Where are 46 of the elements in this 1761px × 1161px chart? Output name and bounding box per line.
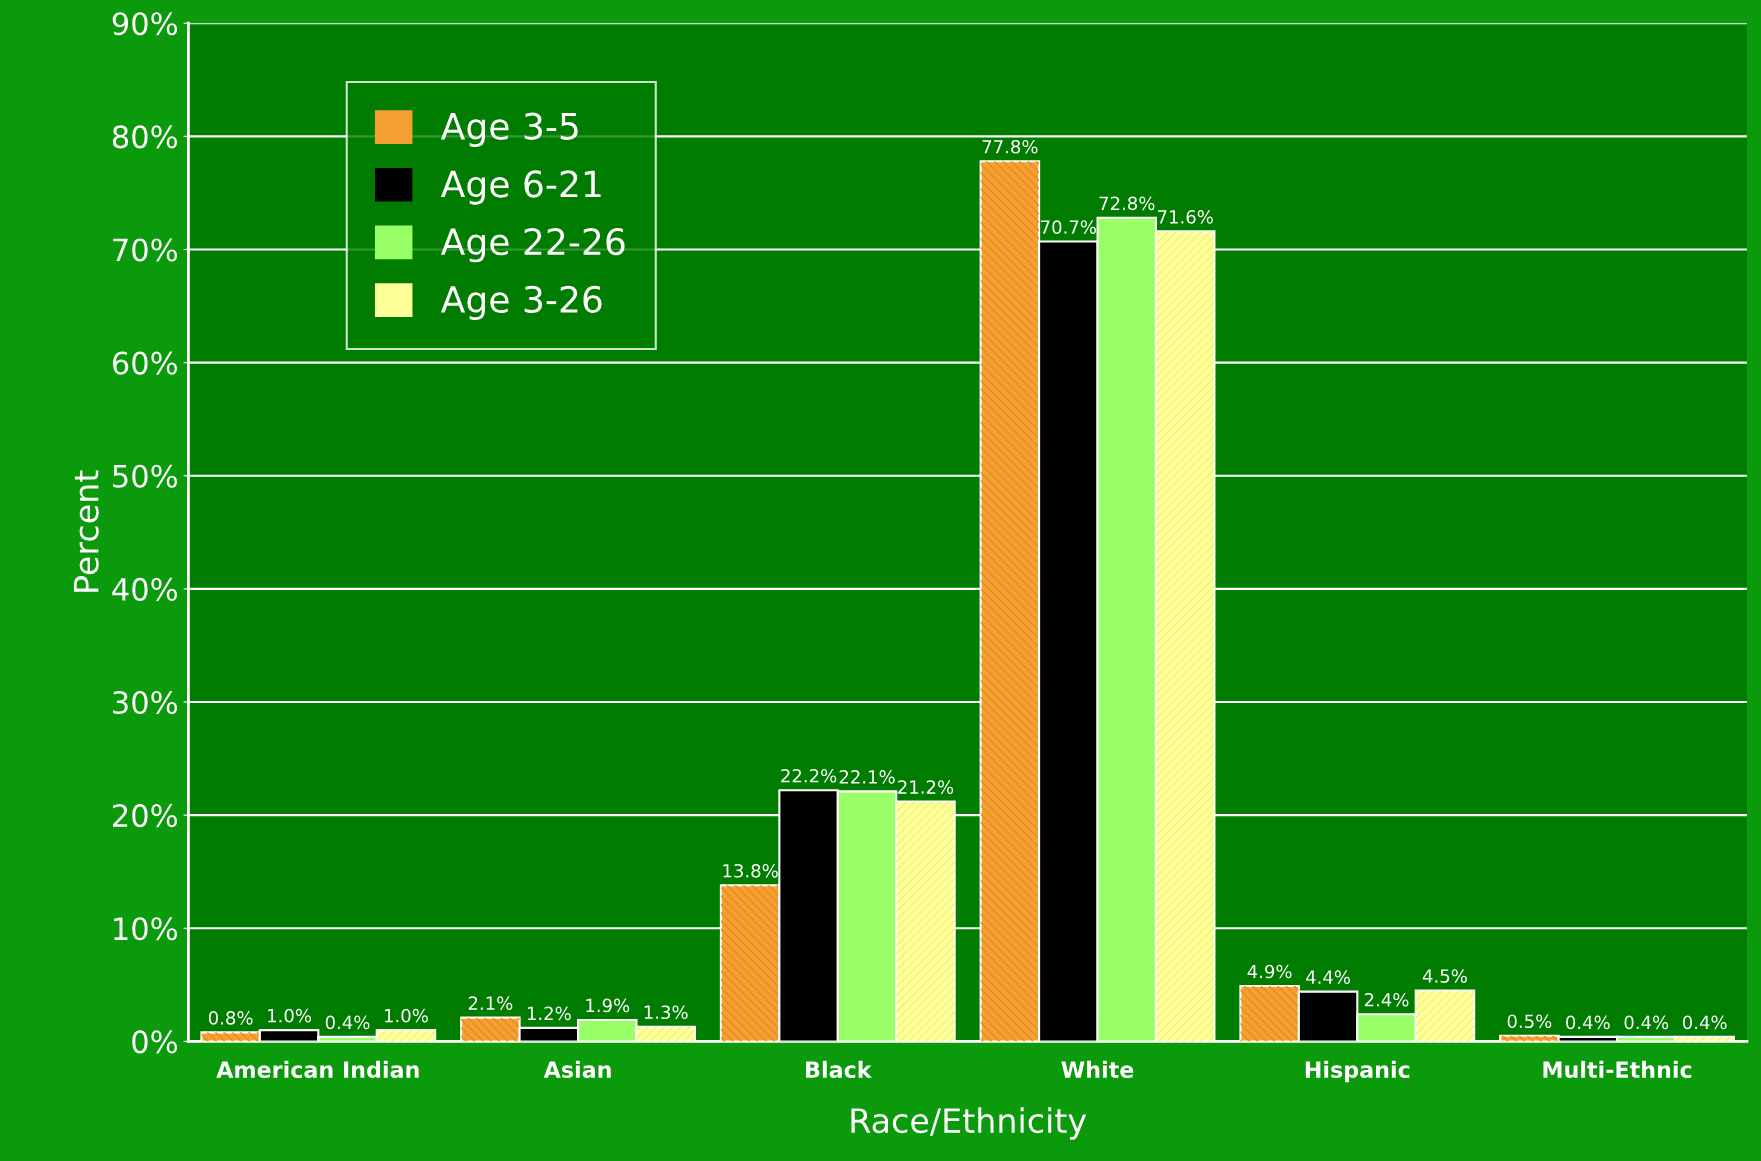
y-tick-label: 90% bbox=[112, 12, 178, 36]
legend-label: Age 6-21 bbox=[440, 170, 601, 205]
y-tick-label: 40% bbox=[112, 577, 178, 601]
data-label: 22.2% bbox=[781, 768, 837, 783]
x-tick-label: Multi-Ethnic bbox=[1543, 1060, 1692, 1079]
legend-label: Age 3-26 bbox=[440, 285, 602, 321]
x-tick-label: Hispanic bbox=[1305, 1060, 1410, 1083]
data-label: 0.5% bbox=[1507, 1014, 1552, 1029]
data-label: 77.8% bbox=[982, 139, 1038, 154]
legend-label: Age 22-26 bbox=[440, 228, 625, 263]
data-label: 71.6% bbox=[1158, 210, 1213, 224]
data-label: 22.1% bbox=[839, 770, 895, 784]
data-label: 21.2% bbox=[898, 780, 954, 794]
x-axis-title: Race/Ethnicity bbox=[851, 1107, 1087, 1140]
y-tick-label: 0% bbox=[132, 1030, 178, 1054]
y-tick-label: 70% bbox=[113, 238, 178, 262]
y-tick-label: 80% bbox=[112, 125, 178, 149]
data-label: 1.0% bbox=[385, 1008, 428, 1023]
legend-label: Age 3-5 bbox=[440, 112, 578, 147]
data-label: 2.4% bbox=[1364, 992, 1409, 1007]
data-label: 1.0% bbox=[268, 1008, 312, 1023]
y-tick-label: 60% bbox=[112, 351, 178, 375]
data-label: 0.4% bbox=[1682, 1015, 1727, 1030]
x-tick-label: Asian bbox=[543, 1060, 611, 1079]
data-label: 72.8% bbox=[1099, 196, 1155, 211]
data-label: 4.4% bbox=[1306, 970, 1351, 984]
data-label: 0.4% bbox=[325, 1015, 370, 1030]
data-label: 2.1% bbox=[468, 996, 513, 1010]
data-label: 70.7% bbox=[1041, 220, 1096, 234]
data-label: 4.9% bbox=[1247, 964, 1292, 979]
y-tick-label: 20% bbox=[113, 804, 178, 828]
data-label: 0.8% bbox=[208, 1011, 253, 1025]
data-label: 1.3% bbox=[644, 1005, 688, 1020]
data-label: 1.9% bbox=[586, 998, 630, 1013]
x-tick-label: Black bbox=[806, 1060, 872, 1079]
x-tick-label: White bbox=[1061, 1060, 1134, 1079]
y-tick-label: 50% bbox=[113, 464, 178, 488]
data-label: 0.4% bbox=[1566, 1015, 1610, 1030]
y-tick-label: 10% bbox=[114, 917, 178, 941]
data-label: 4.5% bbox=[1422, 969, 1467, 983]
data-label: 13.8% bbox=[723, 863, 778, 878]
data-label: 1.2% bbox=[527, 1006, 571, 1021]
x-tick-label: American Indian bbox=[216, 1060, 419, 1079]
data-label: 0.4% bbox=[1624, 1015, 1669, 1030]
y-tick-label: 30% bbox=[113, 690, 178, 715]
y-axis-title: Percent bbox=[74, 470, 99, 592]
